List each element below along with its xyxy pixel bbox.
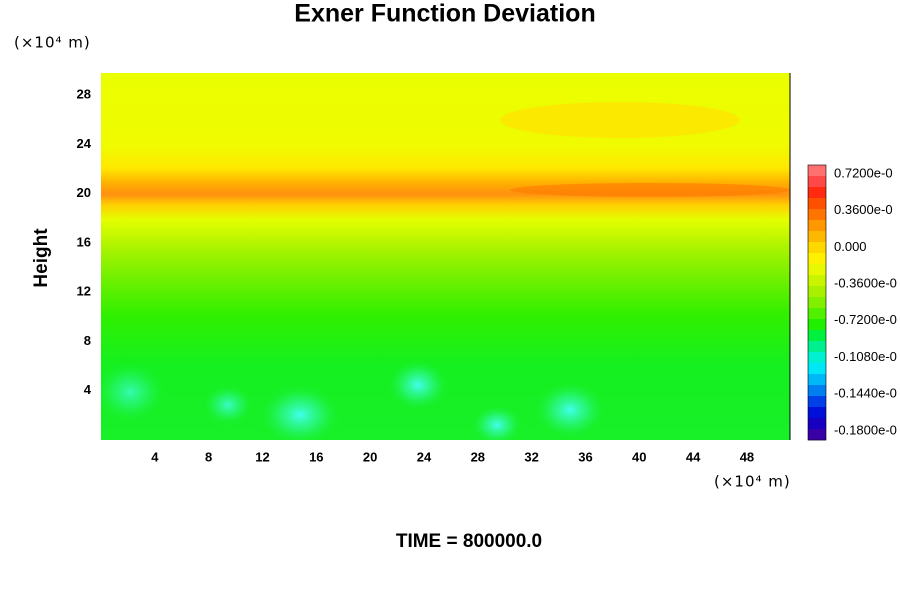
colorbar-label: -0.1080e-0 bbox=[834, 349, 897, 364]
x-tick-label: 4 bbox=[151, 449, 159, 464]
colorbar-segment bbox=[808, 396, 826, 408]
colorbar-segment bbox=[808, 187, 826, 199]
colorbar-segment bbox=[808, 319, 826, 331]
colorbar-label: -0.1440e-0 bbox=[834, 386, 897, 401]
colorbar-segment bbox=[808, 198, 826, 210]
colorbar-segment bbox=[808, 363, 826, 375]
x-tick-label: 24 bbox=[417, 449, 432, 464]
colorbar-segment bbox=[808, 165, 826, 177]
chart-title: Exner Function Deviation bbox=[294, 0, 595, 28]
y-tick-label: 12 bbox=[77, 284, 91, 299]
x-tick-label: 16 bbox=[309, 449, 323, 464]
colorbar-segment bbox=[808, 264, 826, 276]
y-tick-label: 4 bbox=[84, 382, 92, 397]
x-tick-label: 48 bbox=[740, 449, 754, 464]
colorbar-label: 0.7200e-0 bbox=[834, 165, 893, 180]
colorbar-segment bbox=[808, 220, 826, 232]
colorbar-segment bbox=[808, 209, 826, 221]
colorbar-label: -0.3600e-0 bbox=[834, 276, 897, 291]
colorbar-segment bbox=[808, 253, 826, 265]
y-tick-label: 20 bbox=[77, 185, 91, 200]
colorbar-segment bbox=[808, 341, 826, 353]
colorbar-label: 0.000 bbox=[834, 239, 867, 254]
y-unit: (×10⁴ m) bbox=[14, 34, 91, 52]
colorbar-label: -0.7200e-0 bbox=[834, 312, 897, 327]
x-tick-label: 28 bbox=[471, 449, 485, 464]
x-tick-label: 8 bbox=[205, 449, 212, 464]
colorbar-segment bbox=[808, 231, 826, 243]
x-tick-label: 32 bbox=[524, 449, 538, 464]
y-axis-label: Height bbox=[31, 228, 52, 288]
y-tick-label: 8 bbox=[84, 333, 91, 348]
colorbar-segment bbox=[808, 407, 826, 419]
colorbar-label: 0.3600e-0 bbox=[834, 202, 893, 217]
x-tick-label: 40 bbox=[632, 449, 646, 464]
colorbar-segment bbox=[808, 352, 826, 364]
colorbar-segment bbox=[808, 286, 826, 298]
colorbar-segment bbox=[808, 330, 826, 342]
colorbar-segment bbox=[808, 275, 826, 287]
colorbar-segment bbox=[808, 374, 826, 386]
contour-field bbox=[101, 73, 790, 440]
time-label: TIME = 800000.0 bbox=[396, 531, 542, 552]
colorbar-label: -0.1800e-0 bbox=[834, 422, 897, 437]
colorbar-segment bbox=[808, 385, 826, 397]
colorbar-frame bbox=[807, 164, 827, 441]
y-tick-label: 16 bbox=[77, 234, 91, 249]
y-tick-label: 24 bbox=[77, 136, 92, 151]
x-tick-label: 36 bbox=[578, 449, 592, 464]
colorbar-segment bbox=[808, 308, 826, 320]
colorbar-segment bbox=[808, 176, 826, 188]
x-unit: (×10⁴ m) bbox=[714, 473, 791, 491]
x-tick-label: 20 bbox=[363, 449, 377, 464]
y-tick-label: 28 bbox=[77, 87, 91, 102]
colorbar-segment bbox=[808, 429, 826, 441]
colorbar-segment bbox=[808, 242, 826, 254]
colorbar-segment bbox=[808, 297, 826, 309]
x-tick-label: 12 bbox=[255, 449, 269, 464]
colorbar-segment bbox=[808, 418, 826, 430]
x-tick-label: 44 bbox=[686, 449, 701, 464]
